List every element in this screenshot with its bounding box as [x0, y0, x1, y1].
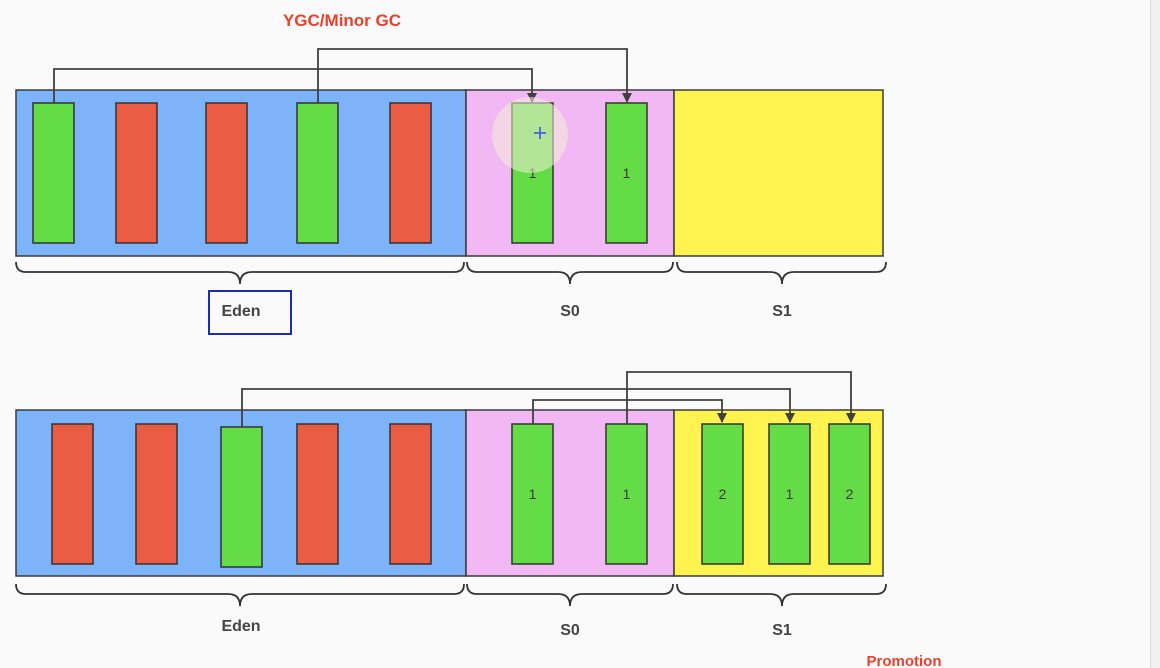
top-heap: 1 1 Eden S0 S1 — [15, 48, 887, 335]
object-age-label: 2 — [719, 486, 727, 502]
copy-arrow — [317, 48, 632, 103]
object-age-label: 1 — [623, 165, 631, 181]
garbage-object — [205, 102, 248, 244]
object-age-label: 1 — [623, 486, 631, 502]
live-object — [220, 426, 263, 568]
object-age-label: 1 — [786, 486, 794, 502]
live-object — [296, 102, 339, 244]
garbage-object — [389, 423, 432, 565]
crosshair-cursor-icon — [534, 127, 546, 139]
top-s1-label: S1 — [772, 303, 792, 320]
live-object — [605, 102, 648, 244]
garbage-object — [135, 423, 178, 565]
scrollbar-track[interactable] — [1150, 0, 1160, 668]
bottom-s1-label: S1 — [772, 622, 792, 639]
top-s0-label: S0 — [560, 303, 580, 320]
garbage-object — [389, 102, 432, 244]
object-age-label: 1 — [529, 486, 537, 502]
live-object — [32, 102, 75, 244]
s0-brace — [466, 261, 674, 285]
bottom-eden-label: Eden — [221, 618, 260, 635]
s1-brace — [676, 583, 887, 607]
copy-arrow — [241, 388, 795, 427]
object-age-label: 2 — [846, 486, 854, 502]
eden-brace — [15, 261, 465, 285]
copy-arrow — [626, 371, 856, 424]
top-s1-region — [673, 89, 884, 257]
bottom-eden-objects — [51, 423, 432, 568]
cursor-highlight — [492, 97, 568, 173]
bottom-s1-objects: 2 1 2 — [701, 423, 871, 565]
eden-highlight-box — [208, 290, 292, 335]
diagram-title: YGC/Minor GC — [283, 11, 401, 30]
top-eden-label: Eden — [221, 303, 260, 320]
s0-brace — [466, 583, 674, 607]
s1-brace — [676, 261, 887, 285]
live-object — [828, 423, 871, 565]
live-object — [605, 423, 648, 565]
copy-arrow — [53, 68, 537, 103]
bottom-heap: 1 1 2 1 2 Eden S0 S1 — [15, 371, 887, 639]
eden-brace — [15, 583, 465, 607]
garbage-object — [296, 423, 339, 565]
promotion-label: Promotion — [867, 653, 942, 668]
garbage-object — [51, 423, 94, 565]
object-age-label: 1 — [529, 165, 537, 181]
live-object — [768, 423, 811, 565]
live-object — [701, 423, 744, 565]
garbage-object — [115, 102, 158, 244]
bottom-s0-label: S0 — [560, 622, 580, 639]
